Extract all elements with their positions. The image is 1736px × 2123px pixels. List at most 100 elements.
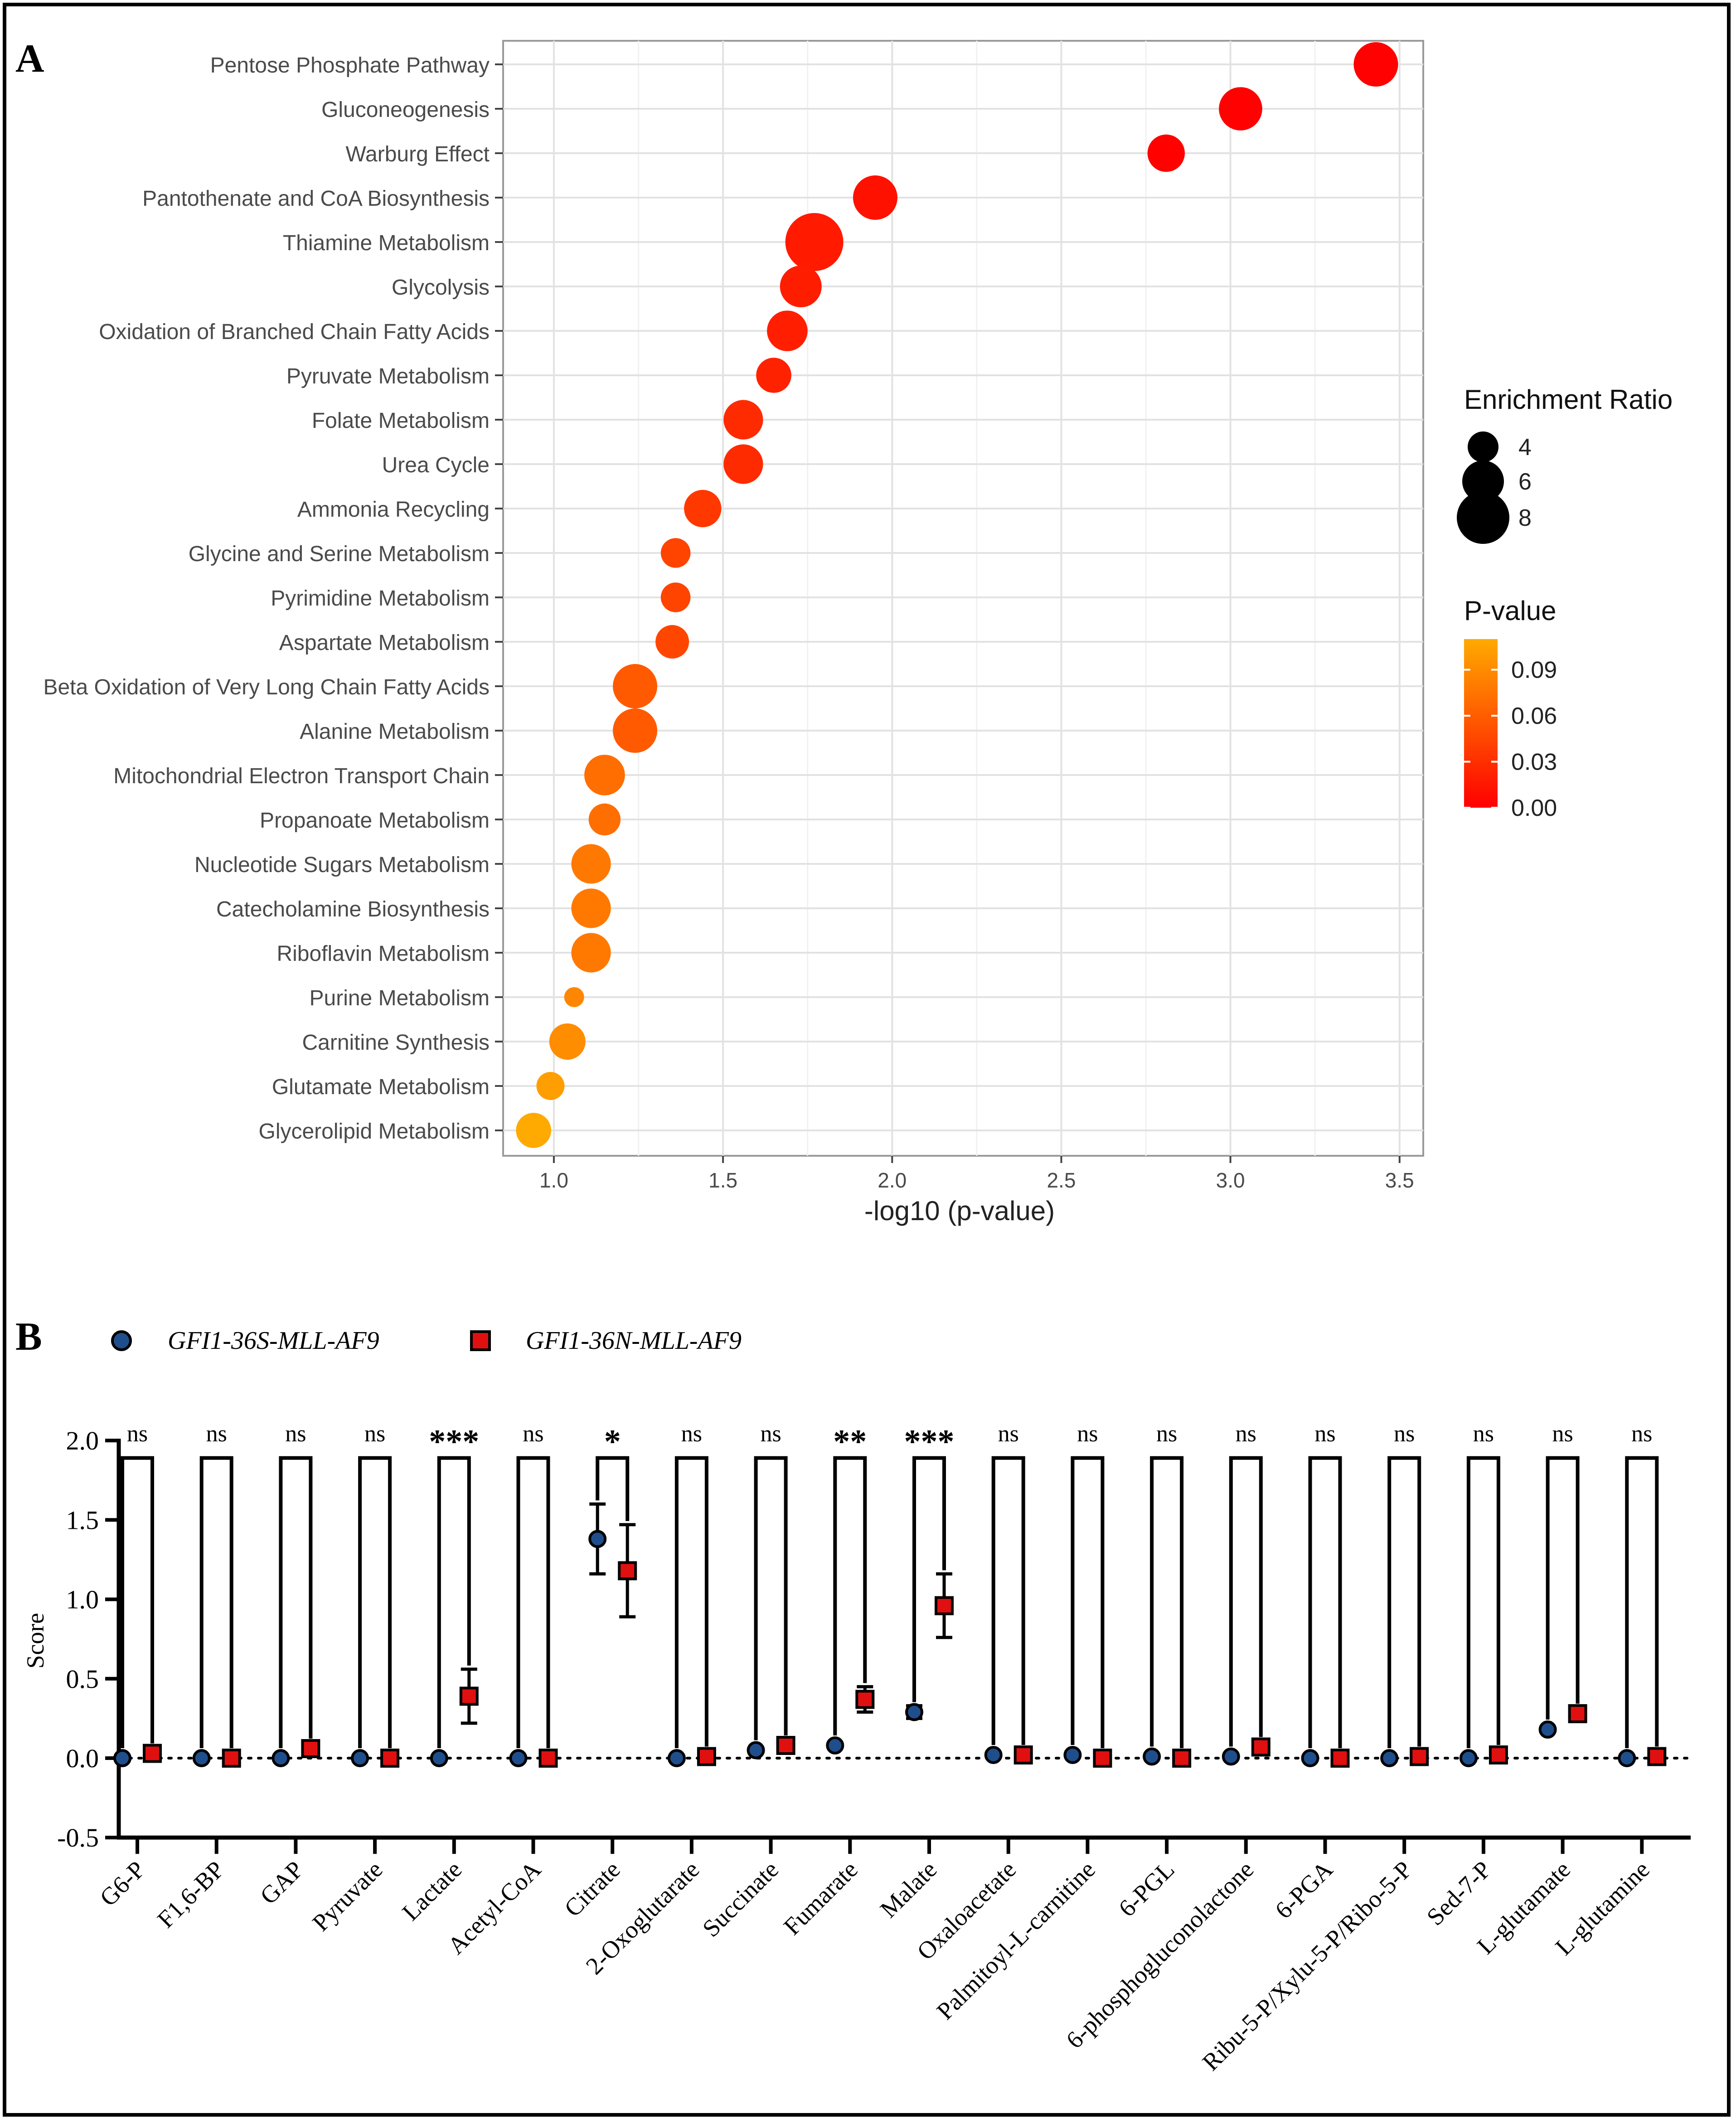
- significance-label: **: [833, 1423, 867, 1460]
- y-tick-label: 1.5: [66, 1505, 99, 1535]
- x-axis-title: -log10 (p-value): [864, 1196, 1055, 1226]
- size-legend-dot: [1468, 431, 1498, 462]
- size-legend-dot: [1457, 491, 1509, 544]
- y-tick-label: -0.5: [57, 1823, 99, 1852]
- pathway-label: Pyrimidine Metabolism: [271, 586, 490, 611]
- pathway-label: Urea Cycle: [382, 453, 490, 477]
- point-36s: [430, 1749, 448, 1767]
- significance-bracket: [516, 1456, 550, 1748]
- point-36s: [826, 1736, 844, 1755]
- pathway-label: Ammonia Recycling: [297, 498, 490, 522]
- pathway-label: Folate Metabolism: [312, 409, 490, 433]
- pathway-point: [767, 310, 808, 351]
- point-36n: [459, 1687, 479, 1706]
- significance-label: ns: [364, 1421, 385, 1447]
- significance-label: ns: [206, 1421, 227, 1447]
- point-36s: [588, 1530, 607, 1548]
- x-tick-label: 3.0: [1216, 1168, 1245, 1192]
- point-36s: [984, 1745, 1003, 1764]
- pathway-label: Pentose Phosphate Pathway: [210, 53, 490, 78]
- significance-bracket: [279, 1456, 313, 1748]
- color-legend-label: 0.09: [1511, 657, 1557, 683]
- pathway-label: Nucleotide Sugars Metabolism: [194, 853, 490, 877]
- score-plot: GFI1-36S-MLL-AF9 GFI1-36N-MLL-AF9 -0.5 0.…: [22, 1327, 1692, 2076]
- dot-plot-gridlines: [503, 41, 1423, 1156]
- size-legend-label: 4: [1518, 434, 1532, 460]
- point-36s: [1459, 1749, 1478, 1767]
- significance-brackets: ns ns ns ns *** ns * ns ns ** *** ns ns ns ns ns ns ns ns n…: [121, 1421, 1659, 1748]
- x-tick-label: 1.0: [539, 1168, 568, 1192]
- significance-label: ns: [1236, 1421, 1256, 1447]
- metabolite-label: Citrate: [559, 1856, 625, 1922]
- point-36n: [1568, 1704, 1587, 1723]
- pathway-point: [588, 803, 621, 836]
- size-legend-label: 6: [1518, 469, 1532, 495]
- x-tick-label: 1.5: [708, 1168, 737, 1192]
- point-36n: [1489, 1745, 1508, 1764]
- pathway-point: [723, 400, 763, 440]
- metabolite-label: Palmitoyl-L-carnitine: [931, 1856, 1101, 2025]
- legend-label-36n: GFI1-36N-MLL-AF9: [526, 1327, 742, 1355]
- point-36n: [1330, 1749, 1350, 1768]
- pathway-label: Glycolysis: [392, 276, 490, 300]
- point-36n: [618, 1561, 637, 1580]
- point-36s: [747, 1741, 765, 1759]
- pathway-point: [571, 933, 611, 973]
- size-legend-dot: [1462, 460, 1504, 502]
- pathway-points: [516, 42, 1398, 1148]
- pathway-label: Carnitine Synthesis: [302, 1031, 490, 1055]
- significance-bracket: [912, 1456, 946, 1702]
- point-36s: [113, 1749, 131, 1767]
- size-legend-label: 8: [1518, 505, 1532, 531]
- metabolite-label: Succinate: [697, 1856, 784, 1942]
- significance-label: ***: [429, 1423, 479, 1460]
- significance-bracket: [754, 1456, 788, 1740]
- enrichment-dot-plot: Pentose Phosphate Pathway Gluconeogenesis…: [43, 40, 1673, 1226]
- pathway-point: [660, 582, 691, 612]
- point-36s: [509, 1749, 528, 1767]
- pathway-point: [853, 175, 897, 220]
- color-legend-title: P-value: [1464, 596, 1556, 626]
- significance-label: *: [604, 1423, 621, 1460]
- pathway-point: [785, 213, 844, 271]
- pathway-point: [1353, 42, 1398, 87]
- metabolite-label: Pyruvate: [307, 1856, 388, 1936]
- metabolite-label: G6-P: [94, 1856, 150, 1911]
- significance-label: ns: [760, 1421, 781, 1447]
- significance-bracket: [437, 1456, 471, 1748]
- pathway-label: Aspartate Metabolism: [279, 631, 490, 655]
- significance-bracket: [674, 1456, 708, 1748]
- significance-label: ns: [1314, 1421, 1335, 1447]
- point-36s: [1618, 1749, 1636, 1767]
- pathway-point: [756, 358, 791, 393]
- significance-bracket: [991, 1456, 1025, 1745]
- pathway-label: Mitochondrial Electron Transport Chain: [113, 764, 490, 788]
- significance-label: ns: [1473, 1421, 1494, 1447]
- point-36n: [143, 1744, 162, 1763]
- significance-bracket: [121, 1456, 154, 1748]
- pathway-point: [613, 708, 658, 753]
- significance-label: ns: [1077, 1421, 1098, 1447]
- point-36n: [1172, 1749, 1192, 1768]
- score-axes: -0.5 0.0 0.5 1.0 1.5 2.0: [57, 1426, 1692, 1852]
- pathway-point: [660, 538, 691, 568]
- significance-bracket: [596, 1456, 630, 1521]
- pathway-label: Pantothenate and CoA Biosynthesis: [142, 187, 490, 211]
- point-36s: [272, 1749, 290, 1767]
- pathway-label: Warburg Effect: [346, 142, 490, 166]
- point-36s: [1380, 1749, 1399, 1767]
- size-legend-title: Enrichment Ratio: [1464, 384, 1673, 415]
- legend-marker-36n: [470, 1330, 491, 1351]
- pathway-point: [571, 844, 611, 884]
- metabolite-label: Fumarate: [778, 1856, 863, 1940]
- color-legend-label: 0.03: [1511, 749, 1557, 776]
- point-36n: [1647, 1747, 1667, 1766]
- significance-bracket: [199, 1456, 233, 1748]
- significance-bracket: [358, 1456, 392, 1748]
- pathway-label: Purine Metabolism: [310, 986, 490, 1010]
- point-36s: [351, 1749, 369, 1767]
- legend-label-36s: GFI1-36S-MLL-AF9: [168, 1327, 379, 1355]
- pathway-label: Catecholamine Biosynthesis: [216, 897, 490, 921]
- metabolite-label: GAP: [255, 1856, 309, 1910]
